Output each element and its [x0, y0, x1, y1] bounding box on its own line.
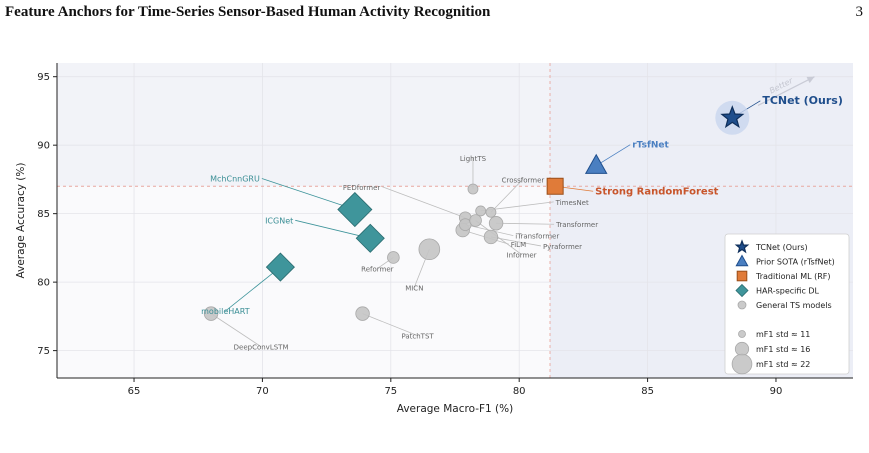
point-labels-layer: TCNet (Ours) rTsfNet Strong RandomForest Mc… [201, 94, 843, 352]
x-tick-label: 70 [256, 386, 269, 397]
point-tcnet-ours- [720, 105, 745, 129]
point-pyraformer [483, 229, 499, 245]
label-fedformer: FEDformer [343, 184, 380, 192]
leader-crossformer [490, 179, 524, 213]
page-number: 3 [855, 4, 864, 20]
legend-label-2: Prior SOTA (rTsfNet) [756, 258, 835, 267]
legend-label-5: General TS models [756, 301, 832, 310]
leader-transformer [496, 222, 555, 225]
label-film: FiLM [511, 241, 526, 249]
leader-mchcnngru [261, 178, 355, 210]
point-rtsfnet [584, 153, 608, 174]
label-micn: MICN [405, 284, 423, 292]
label-crossformer: Crossformer [502, 176, 545, 184]
better-arrow-head [806, 76, 815, 84]
label-reformer: Reformer [361, 265, 393, 273]
leader-fedformer [382, 186, 466, 219]
point-informer [469, 214, 482, 227]
legend-label-1: TCNet (Ours) [755, 243, 808, 252]
legend-box [724, 233, 850, 375]
x-tick-label: 85 [641, 386, 654, 397]
page-header: Feature Anchors for Time-Series Sensor-B… [5, 4, 863, 26]
label-patchtst: PatchTST [401, 333, 434, 341]
legend-size-label-1: mF1 std ≈ 11 [756, 330, 810, 339]
legend-size-marker-1 [738, 330, 746, 338]
point-mchcnngru [337, 191, 373, 228]
legend-size-label-3: mF1 std ≈ 22 [756, 360, 810, 369]
leader-rtsfnet [596, 144, 631, 167]
point-reformer [387, 251, 400, 264]
label-transformer: Transformer [555, 221, 598, 229]
axes-layer: 65 70 75 80 85 90 75 80 85 90 95 Average Macro-F1 (… [15, 63, 853, 415]
legend-marker-2 [735, 254, 749, 267]
legend-size-marker-2 [734, 341, 750, 357]
legend-size-label-2: mF1 std ≈ 16 [756, 345, 810, 354]
leader-mobilehart [225, 266, 281, 312]
point-strong-randomforest [546, 177, 564, 195]
legend-marker-4 [735, 283, 749, 298]
point-deepconvlstm [203, 306, 219, 321]
x-tick-label: 90 [770, 386, 783, 397]
label-informer: Informer [507, 252, 537, 260]
label-mchcnngru: MchCnnGRU [210, 175, 260, 184]
label-tcnet-ours-: TCNet (Ours) [762, 94, 843, 107]
legend-label-4: HAR-specific DL [756, 287, 820, 296]
legend-size-marker-3 [731, 353, 753, 375]
leader-deepconvlstm [210, 313, 262, 347]
point-micn [418, 238, 441, 261]
legend-marker-1 [734, 239, 750, 254]
label-icgnet: ICGNet [265, 216, 293, 225]
legend: TCNet (Ours) Prior SOTA (rTsfNet) Traditio… [724, 233, 850, 375]
points-layer [203, 100, 750, 321]
y-tick-label: 90 [37, 141, 50, 152]
y-tick-label: 95 [37, 72, 50, 83]
y-axis-title: Average Accuracy (%) [15, 163, 27, 279]
y-tick-label: 75 [37, 346, 50, 357]
point-mobilehart [265, 252, 295, 282]
y-tick-label: 80 [37, 278, 50, 289]
x-axis-title: Average Macro-F1 (%) [397, 403, 513, 415]
point-timesnet [475, 205, 487, 217]
label-itransformer: iTransformer [515, 233, 559, 241]
point-crossformer [485, 206, 497, 218]
label-timesnet: TimesNet [555, 199, 589, 207]
x-tick-label: 75 [384, 386, 397, 397]
legend-marker-5 [737, 300, 747, 310]
upper-region-shade [57, 63, 551, 187]
leader-icgnet [295, 219, 371, 239]
grid-layer: Better [57, 63, 853, 378]
page-title: Feature Anchors for Time-Series Sensor-B… [5, 4, 491, 20]
better-arrow-line [757, 76, 815, 106]
leader-patchtst [362, 313, 418, 337]
point-transformer [488, 216, 504, 231]
label-deepconvlstm: DeepConvLSTM [234, 344, 289, 352]
x-tick-label: 65 [128, 386, 141, 397]
point-patchtst [355, 306, 370, 321]
point-lightts [467, 183, 479, 195]
label-mobilehart: mobileHART [201, 307, 250, 316]
leader-informer [475, 220, 522, 255]
label-lightts: LightTS [460, 155, 487, 163]
label-rtsfnet: rTsfNet [632, 141, 669, 151]
label-strong-randomforest: Strong RandomForest [595, 186, 719, 197]
legend-marker-3 [736, 270, 748, 282]
x-tick-label: 80 [513, 386, 526, 397]
point-icgnet [355, 223, 385, 253]
y-tick-label: 85 [37, 209, 50, 220]
legend-label-3: Traditional ML (RF) [755, 272, 831, 281]
label-pyraformer: Pyraformer [543, 243, 582, 251]
